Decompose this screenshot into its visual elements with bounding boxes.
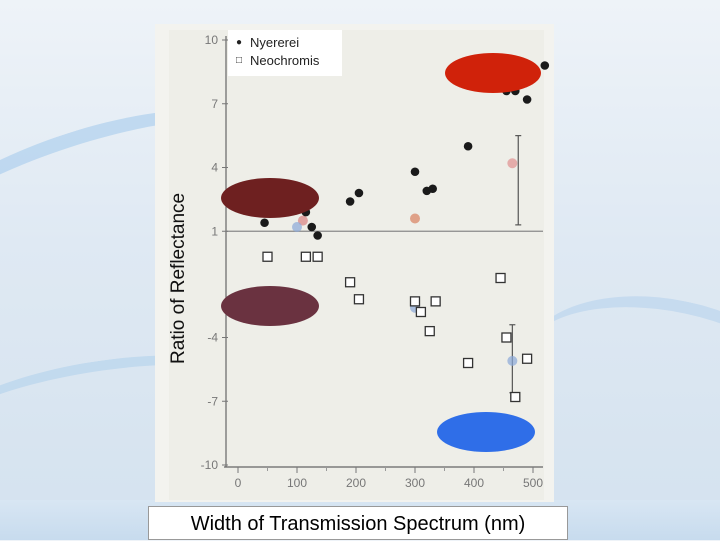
data-point-neochromis: [300, 251, 312, 262]
data-point-neochromis: [344, 277, 356, 288]
data-point-neochromis: [353, 294, 365, 305]
x-tick-label: 400: [464, 476, 484, 490]
data-point-neochromis: [462, 357, 474, 369]
legend-entry-neochromis: □ Neochromis: [232, 52, 342, 70]
data-point-nyererei: [428, 184, 438, 194]
data-point-nyererei: [307, 222, 317, 232]
open-square-icon: □: [235, 55, 243, 66]
data-point-neochromis: [424, 325, 435, 337]
data-point-nyererei: [522, 95, 532, 104]
legend-entry-nyererei: ● Nyererei: [232, 34, 342, 52]
filled-circle-icon: ●: [235, 37, 243, 48]
x-tick-label: 300: [405, 476, 425, 490]
y-tick-label: 4: [211, 161, 218, 175]
data-point-nyererei: [313, 231, 322, 240]
highlighted-point: [507, 355, 518, 366]
dark-red-fish-marker: [221, 178, 319, 218]
data-point-neochromis: [495, 272, 506, 284]
highlighted-point: [507, 158, 518, 169]
data-point-nyererei: [463, 141, 473, 151]
data-point-neochromis: [430, 296, 441, 307]
legend-label-neochromis: Neochromis: [250, 53, 320, 68]
data-point-nyererei: [345, 197, 355, 206]
data-point-neochromis: [409, 296, 421, 307]
x-axis-label: Width of Transmission Spectrum (nm): [148, 506, 568, 540]
highlighted-point: [292, 222, 302, 232]
y-tick-label: -7: [207, 394, 218, 408]
y-tick-label: 7: [211, 97, 218, 111]
highlighted-point: [297, 215, 308, 226]
data-point-neochromis: [415, 306, 427, 318]
y-tick-label: -4: [207, 331, 218, 345]
data-point-neochromis: [262, 251, 273, 262]
x-tick-label: 200: [346, 476, 366, 490]
data-point-nyererei: [540, 61, 550, 70]
x-tick-label: 100: [287, 476, 307, 490]
chart-legend: ● Nyererei □ Neochromis: [228, 30, 342, 76]
y-tick-label: 1: [211, 224, 218, 238]
legend-label-nyererei: Nyererei: [250, 35, 300, 50]
highlighted-point: [410, 213, 420, 224]
data-point-neochromis: [501, 332, 512, 343]
red-fish-marker: [445, 53, 541, 93]
data-point-neochromis: [312, 251, 323, 262]
data-point-neochromis: [521, 353, 533, 364]
dark-purple-fish-marker: [221, 286, 319, 326]
blue-fish-marker: [437, 412, 535, 452]
x-tick-label: 0: [235, 476, 242, 490]
y-tick-label: -10: [201, 458, 219, 472]
data-point-nyererei: [354, 188, 364, 198]
y-tick-label: 10: [205, 33, 219, 47]
x-tick-label: 500: [523, 476, 543, 490]
data-point-neochromis: [510, 391, 521, 403]
data-point-nyererei: [410, 167, 420, 177]
data-point-nyererei: [260, 218, 269, 228]
